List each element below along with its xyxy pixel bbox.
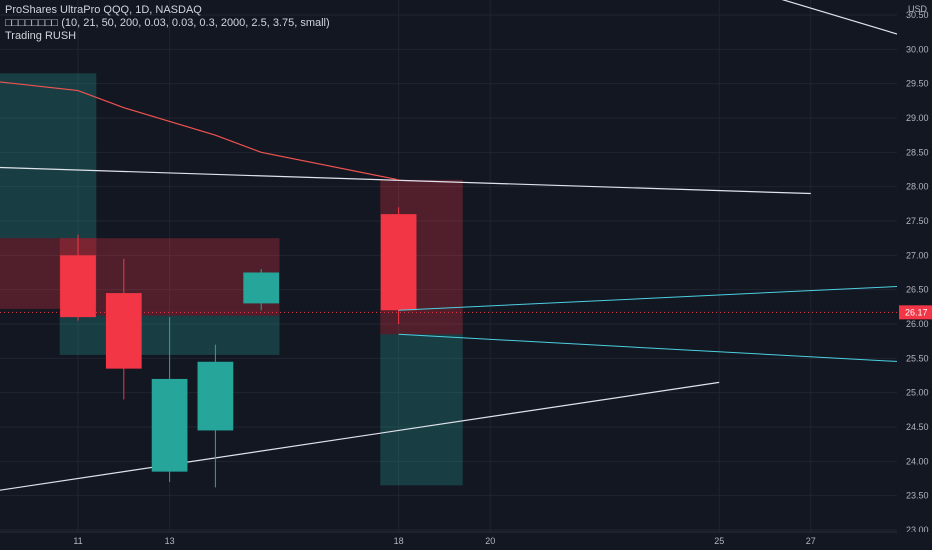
x-tick-label: 11	[73, 536, 82, 546]
grid	[0, 0, 897, 532]
symbol-title[interactable]: ProShares UltraPro QQQ, 1D, NASDAQ	[5, 4, 202, 16]
trendline	[0, 166, 811, 195]
candle-body	[105, 293, 142, 369]
ema-layer	[0, 81, 897, 313]
indicator2-label[interactable]: Trading RUSH	[5, 30, 77, 42]
trendline	[0, 381, 720, 491]
candle-body	[151, 378, 188, 472]
price-badge	[899, 305, 932, 320]
candles	[60, 207, 417, 488]
x-tick-label: 20	[485, 536, 495, 546]
time-axis-bg	[0, 532, 932, 550]
y-tick-label: 27.00	[906, 250, 929, 260]
price-axis-bg	[897, 0, 932, 550]
candle-body	[243, 272, 280, 304]
candle-body	[197, 361, 234, 431]
y-tick-label: 25.50	[906, 353, 929, 363]
y-tick-label: 30.00	[906, 44, 929, 54]
y-tick-label: 29.00	[906, 113, 929, 123]
y-tick-label: 28.00	[906, 182, 929, 192]
annotation-pointer	[398, 333, 903, 363]
y-tick-label: 26.50	[906, 285, 929, 295]
price-badge-label: 26.17	[905, 307, 928, 317]
x-tick-label: 27	[806, 536, 816, 546]
position-box-profit	[0, 73, 97, 239]
x-tick-label: 18	[394, 536, 404, 546]
y-tick-label: 28.50	[906, 147, 929, 157]
y-tick-label: 24.00	[906, 456, 929, 466]
y-tick-label: 27.50	[906, 216, 929, 226]
x-tick-label: 13	[165, 536, 175, 546]
y-tick-label: 25.00	[906, 388, 929, 398]
y-tick-label: 30.50	[906, 10, 929, 20]
annotation-pointer	[398, 285, 903, 311]
chart-legend: ProShares UltraPro QQQ, 1D, NASDAQ □□□□□…	[5, 4, 330, 43]
y-tick-label: 24.50	[906, 422, 929, 432]
candle-body	[380, 214, 417, 311]
x-tick-label: 25	[714, 536, 724, 546]
trendline	[781, 0, 932, 46]
currency-label[interactable]: USD	[908, 4, 928, 14]
y-tick-label: 23.00	[906, 525, 929, 535]
y-tick-label: 23.50	[906, 491, 929, 501]
candle-body	[60, 255, 96, 318]
indicator-label[interactable]: □□□□□□□□ (10, 21, 50, 200, 0.03, 0.03, 0…	[5, 17, 330, 29]
position-box-profit	[380, 334, 463, 486]
time-axis[interactable]: 111318202527Aug3	[0, 531, 932, 550]
y-tick-label: 26.00	[906, 319, 929, 329]
ema-line	[0, 81, 399, 181]
price-axis[interactable]: 30.50 30.00 29.50 29.00 28.50 28.00 27.50 27.00…	[897, 0, 932, 550]
position-box-loss	[59, 238, 280, 316]
trendlines[interactable]	[0, 0, 932, 513]
y-tick-label: 29.50	[906, 79, 929, 89]
